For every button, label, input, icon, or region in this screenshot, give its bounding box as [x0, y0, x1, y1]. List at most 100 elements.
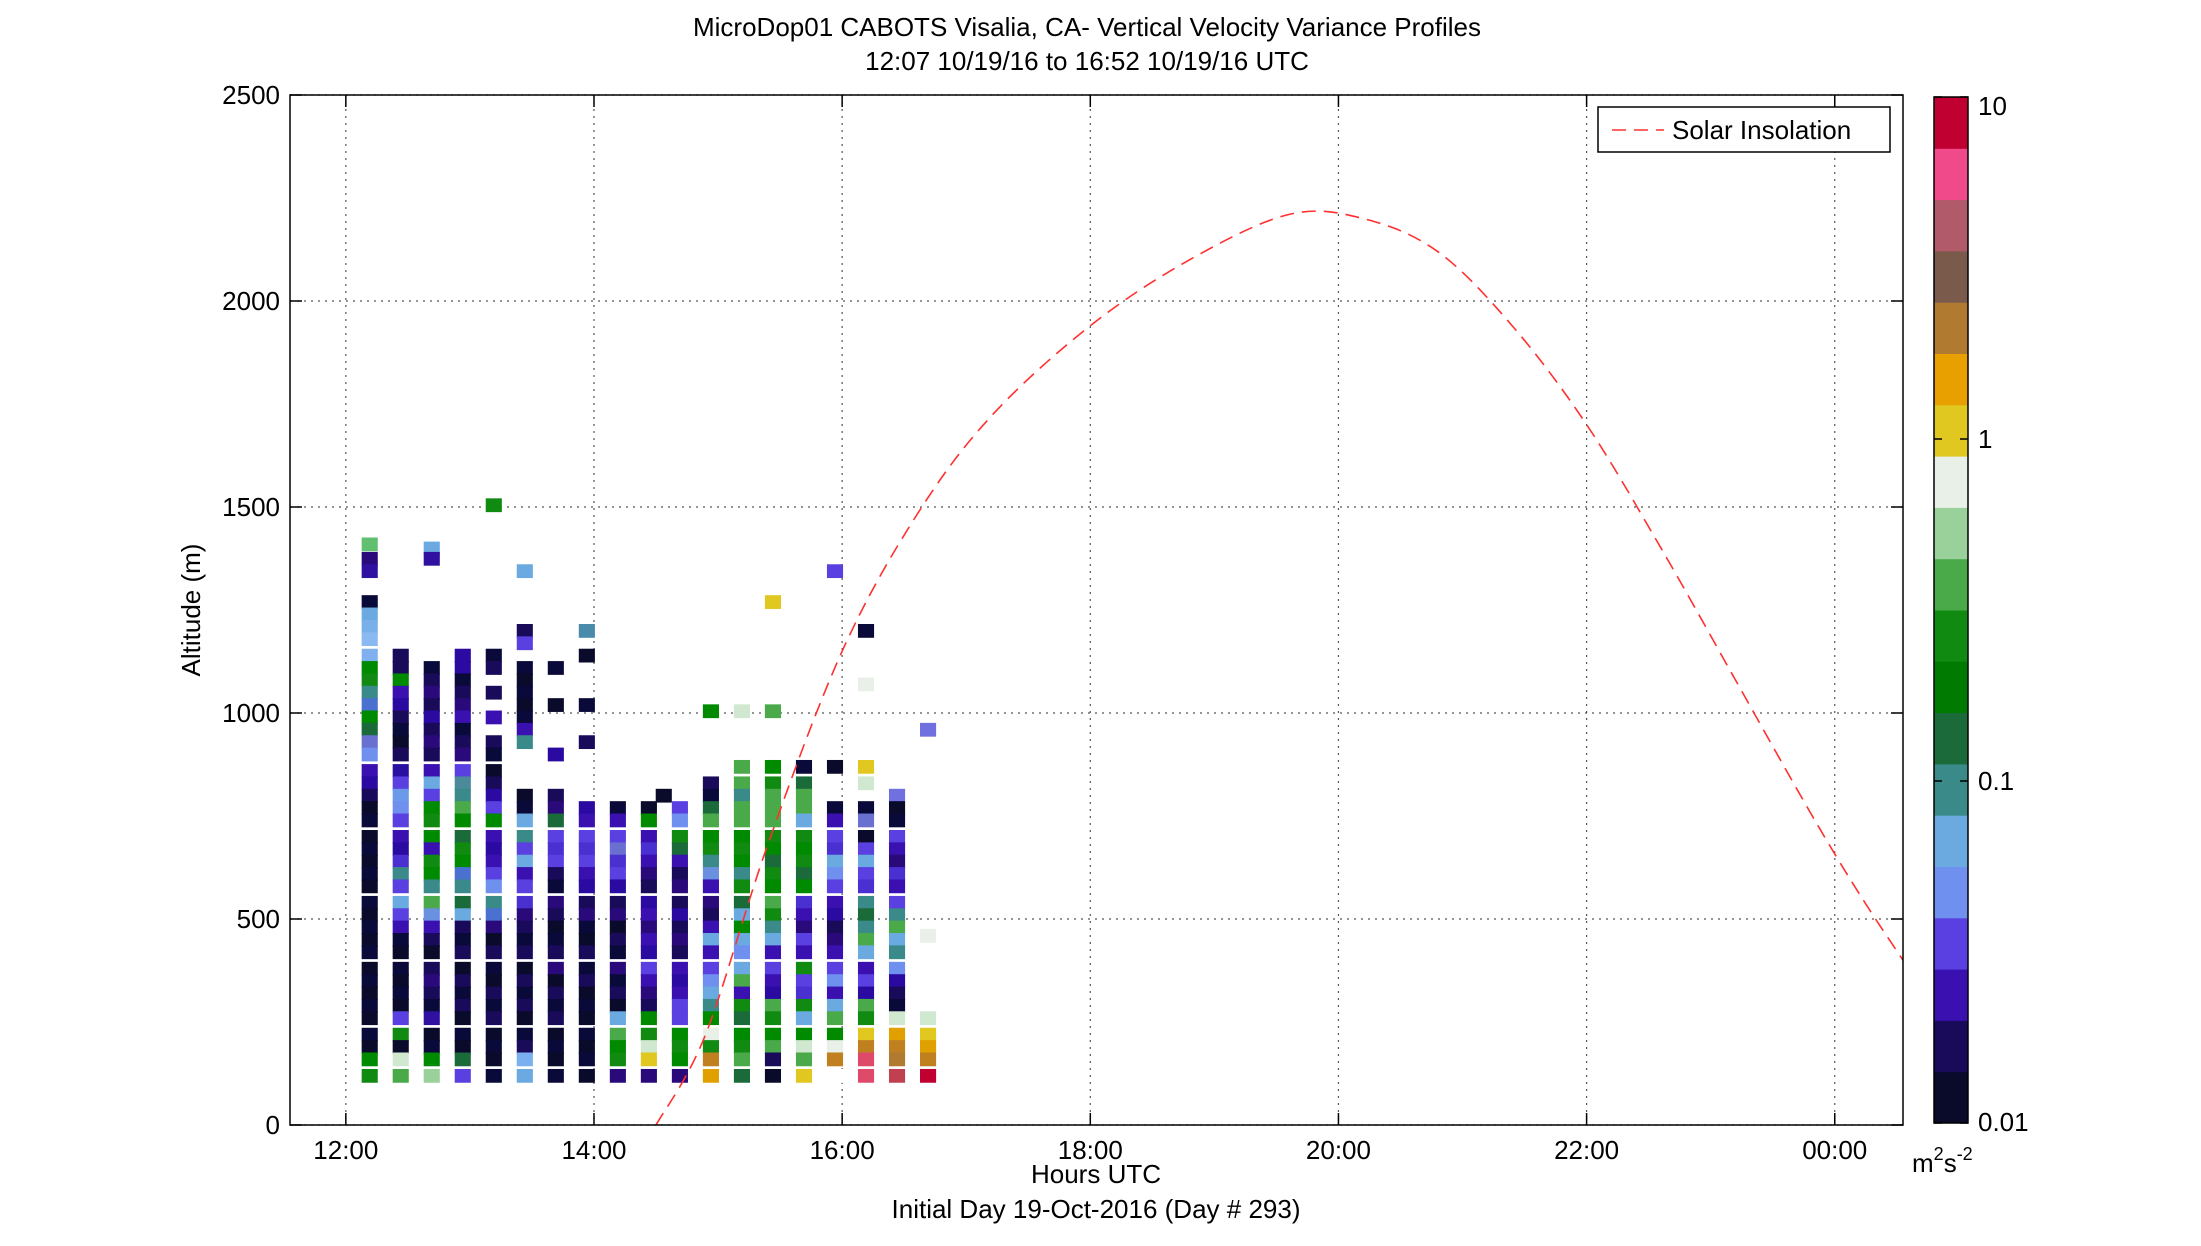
heatmap-cell — [764, 974, 782, 988]
heatmap-cell — [795, 830, 813, 844]
heatmap-cell — [702, 704, 719, 719]
heatmap-cell — [640, 1068, 657, 1083]
colorbar-segment — [1934, 404, 1968, 457]
heatmap-cell — [671, 961, 688, 976]
heatmap-cell — [361, 1068, 378, 1083]
heatmap-cell — [640, 908, 657, 923]
heatmap-cell — [392, 648, 409, 663]
heatmap-cell — [423, 1011, 440, 1026]
y-tick-label: 1500 — [222, 492, 280, 522]
heatmap-cell — [826, 1052, 844, 1067]
heatmap-cell — [361, 776, 378, 791]
heatmap-cell — [361, 879, 378, 894]
heatmap-cell — [454, 1011, 471, 1026]
heatmap-cell — [485, 710, 502, 725]
heatmap-cell — [485, 879, 502, 894]
heatmap-cell — [733, 801, 750, 815]
heatmap-cell — [547, 1011, 564, 1026]
heatmap-cell — [361, 685, 378, 700]
heatmap-cell — [516, 908, 533, 923]
heatmap-cell — [454, 842, 471, 857]
heatmap-cell — [485, 895, 502, 910]
heatmap-cell — [826, 1040, 844, 1054]
heatmap-cell — [361, 986, 378, 1001]
heatmap-cell — [516, 830, 533, 844]
heatmap-cell — [423, 945, 440, 960]
heatmap-cell — [671, 1052, 688, 1067]
heatmap-cell — [826, 974, 844, 988]
heatmap-cell — [423, 879, 440, 894]
plot-area — [290, 94, 1903, 1126]
heatmap-cell — [516, 624, 533, 638]
heatmap-cell — [547, 747, 564, 762]
heatmap-cell — [516, 1011, 533, 1026]
heatmap-cell — [671, 867, 688, 881]
heatmap-cell — [485, 830, 502, 844]
heatmap-cell — [733, 759, 750, 774]
heatmap-cell — [578, 879, 595, 894]
heatmap-cell — [671, 1011, 688, 1026]
heatmap-cell — [361, 830, 378, 844]
heatmap-cell — [516, 879, 533, 894]
heatmap-cell — [733, 854, 750, 869]
heatmap-cell — [392, 920, 409, 935]
heatmap-cell — [516, 974, 533, 988]
heatmap-cell — [640, 867, 657, 881]
heatmap-cell — [361, 945, 378, 960]
heatmap-cell — [361, 722, 378, 737]
heatmap-cell — [392, 1011, 409, 1026]
heatmap-cell — [485, 747, 502, 762]
heatmap-cell — [857, 1068, 875, 1083]
heatmap-cell — [392, 801, 409, 815]
heatmap-cell — [578, 735, 595, 750]
heatmap-cell — [516, 673, 533, 688]
heatmap-cell — [423, 1052, 440, 1067]
heatmap-cell — [516, 698, 533, 712]
heatmap-cell — [795, 1011, 813, 1026]
heatmap-cell — [640, 830, 657, 844]
heatmap-cell — [671, 998, 688, 1013]
heatmap-cell — [423, 974, 440, 988]
heatmap-cell — [454, 698, 471, 712]
heatmap-cell — [578, 920, 595, 935]
heatmap-cell — [547, 1040, 564, 1054]
colorbar-segment — [1934, 353, 1968, 406]
heatmap-cell — [547, 788, 564, 803]
heatmap-cell — [392, 1027, 409, 1042]
heatmap-cell — [423, 710, 440, 725]
heatmap-cell — [423, 1027, 440, 1042]
heatmap-cell — [640, 895, 657, 910]
heatmap-cell — [547, 1027, 564, 1042]
x-tick-label: 14:00 — [561, 1135, 626, 1165]
heatmap-cell — [578, 698, 595, 712]
heatmap-cell — [857, 842, 875, 857]
heatmap-cell — [764, 1040, 782, 1054]
heatmap-cell — [485, 801, 502, 815]
heatmap-cell — [423, 747, 440, 762]
heatmap-cell — [578, 801, 595, 815]
heatmap-cell — [547, 879, 564, 894]
heatmap-cell — [702, 801, 719, 815]
colorbar-segment — [1934, 815, 1968, 867]
heatmap-cell — [702, 908, 719, 923]
heatmap-cell — [423, 673, 440, 688]
colorbar-ticks: 0.01 0.1 1 10 — [1934, 91, 2029, 1137]
colorbar-segment — [1934, 199, 1968, 252]
heatmap-cell — [888, 998, 906, 1013]
heatmap-cell — [516, 722, 533, 737]
heatmap-cell — [764, 986, 782, 1001]
heatmap-cell — [454, 722, 471, 737]
heatmap-cell — [857, 624, 875, 638]
footer-label: Initial Day 19-Oct-2016 (Day # 293) — [892, 1194, 1301, 1224]
colorbar-segment — [1934, 507, 1968, 560]
heatmap-cell — [826, 801, 844, 815]
heatmap-cell — [547, 867, 564, 881]
heatmap-cell — [702, 1068, 719, 1083]
plot-frame — [289, 94, 1904, 1126]
y-tick-label: 2000 — [222, 286, 280, 316]
heatmap-cell — [516, 920, 533, 935]
heatmap-cell — [392, 764, 409, 778]
heatmap-cell — [826, 879, 844, 894]
heatmap-cell — [516, 1068, 533, 1083]
y-tick-label: 2500 — [222, 80, 280, 110]
